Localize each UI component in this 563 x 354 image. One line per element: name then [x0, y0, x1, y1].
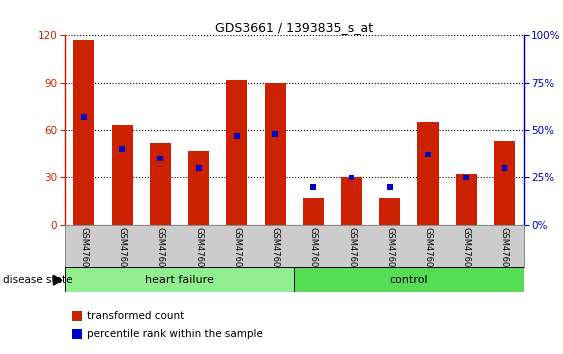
Bar: [272, 131, 278, 137]
Bar: [226, 80, 247, 225]
Bar: [463, 175, 469, 180]
Bar: [119, 146, 125, 152]
Bar: [425, 152, 431, 158]
Bar: [494, 141, 515, 225]
Text: control: control: [390, 275, 428, 285]
Text: GSM476052: GSM476052: [233, 227, 242, 278]
Bar: [341, 177, 362, 225]
Text: GSM476058: GSM476058: [462, 227, 471, 278]
Text: disease state: disease state: [3, 275, 72, 285]
Bar: [234, 133, 240, 138]
Bar: [158, 156, 163, 161]
Text: GSM476055: GSM476055: [347, 227, 356, 278]
Bar: [294, 267, 524, 292]
Text: GSM476057: GSM476057: [423, 227, 432, 278]
Bar: [72, 329, 82, 339]
Bar: [150, 143, 171, 225]
Title: GDS3661 / 1393835_s_at: GDS3661 / 1393835_s_at: [215, 21, 373, 34]
Text: heart failure: heart failure: [145, 275, 214, 285]
Text: transformed count: transformed count: [87, 311, 184, 321]
Bar: [265, 83, 285, 225]
Bar: [195, 165, 202, 171]
Bar: [73, 40, 95, 225]
Bar: [418, 122, 439, 225]
Bar: [502, 165, 507, 171]
Bar: [303, 198, 324, 225]
Text: percentile rank within the sample: percentile rank within the sample: [87, 329, 263, 339]
Text: GSM476051: GSM476051: [194, 227, 203, 278]
Text: GSM476053: GSM476053: [271, 227, 280, 278]
Bar: [65, 267, 294, 292]
Bar: [188, 150, 209, 225]
Text: GSM476048: GSM476048: [79, 227, 88, 278]
Bar: [72, 311, 82, 321]
Bar: [379, 198, 400, 225]
Bar: [310, 184, 316, 190]
Bar: [81, 114, 87, 120]
Polygon shape: [53, 275, 62, 285]
Bar: [348, 175, 355, 180]
Text: GSM476059: GSM476059: [500, 227, 509, 278]
Bar: [387, 184, 393, 190]
Bar: [111, 125, 133, 225]
Text: GSM476049: GSM476049: [118, 227, 127, 278]
Text: GSM476050: GSM476050: [156, 227, 165, 278]
Bar: [455, 174, 477, 225]
Text: GSM476054: GSM476054: [309, 227, 318, 278]
Text: GSM476056: GSM476056: [385, 227, 394, 278]
